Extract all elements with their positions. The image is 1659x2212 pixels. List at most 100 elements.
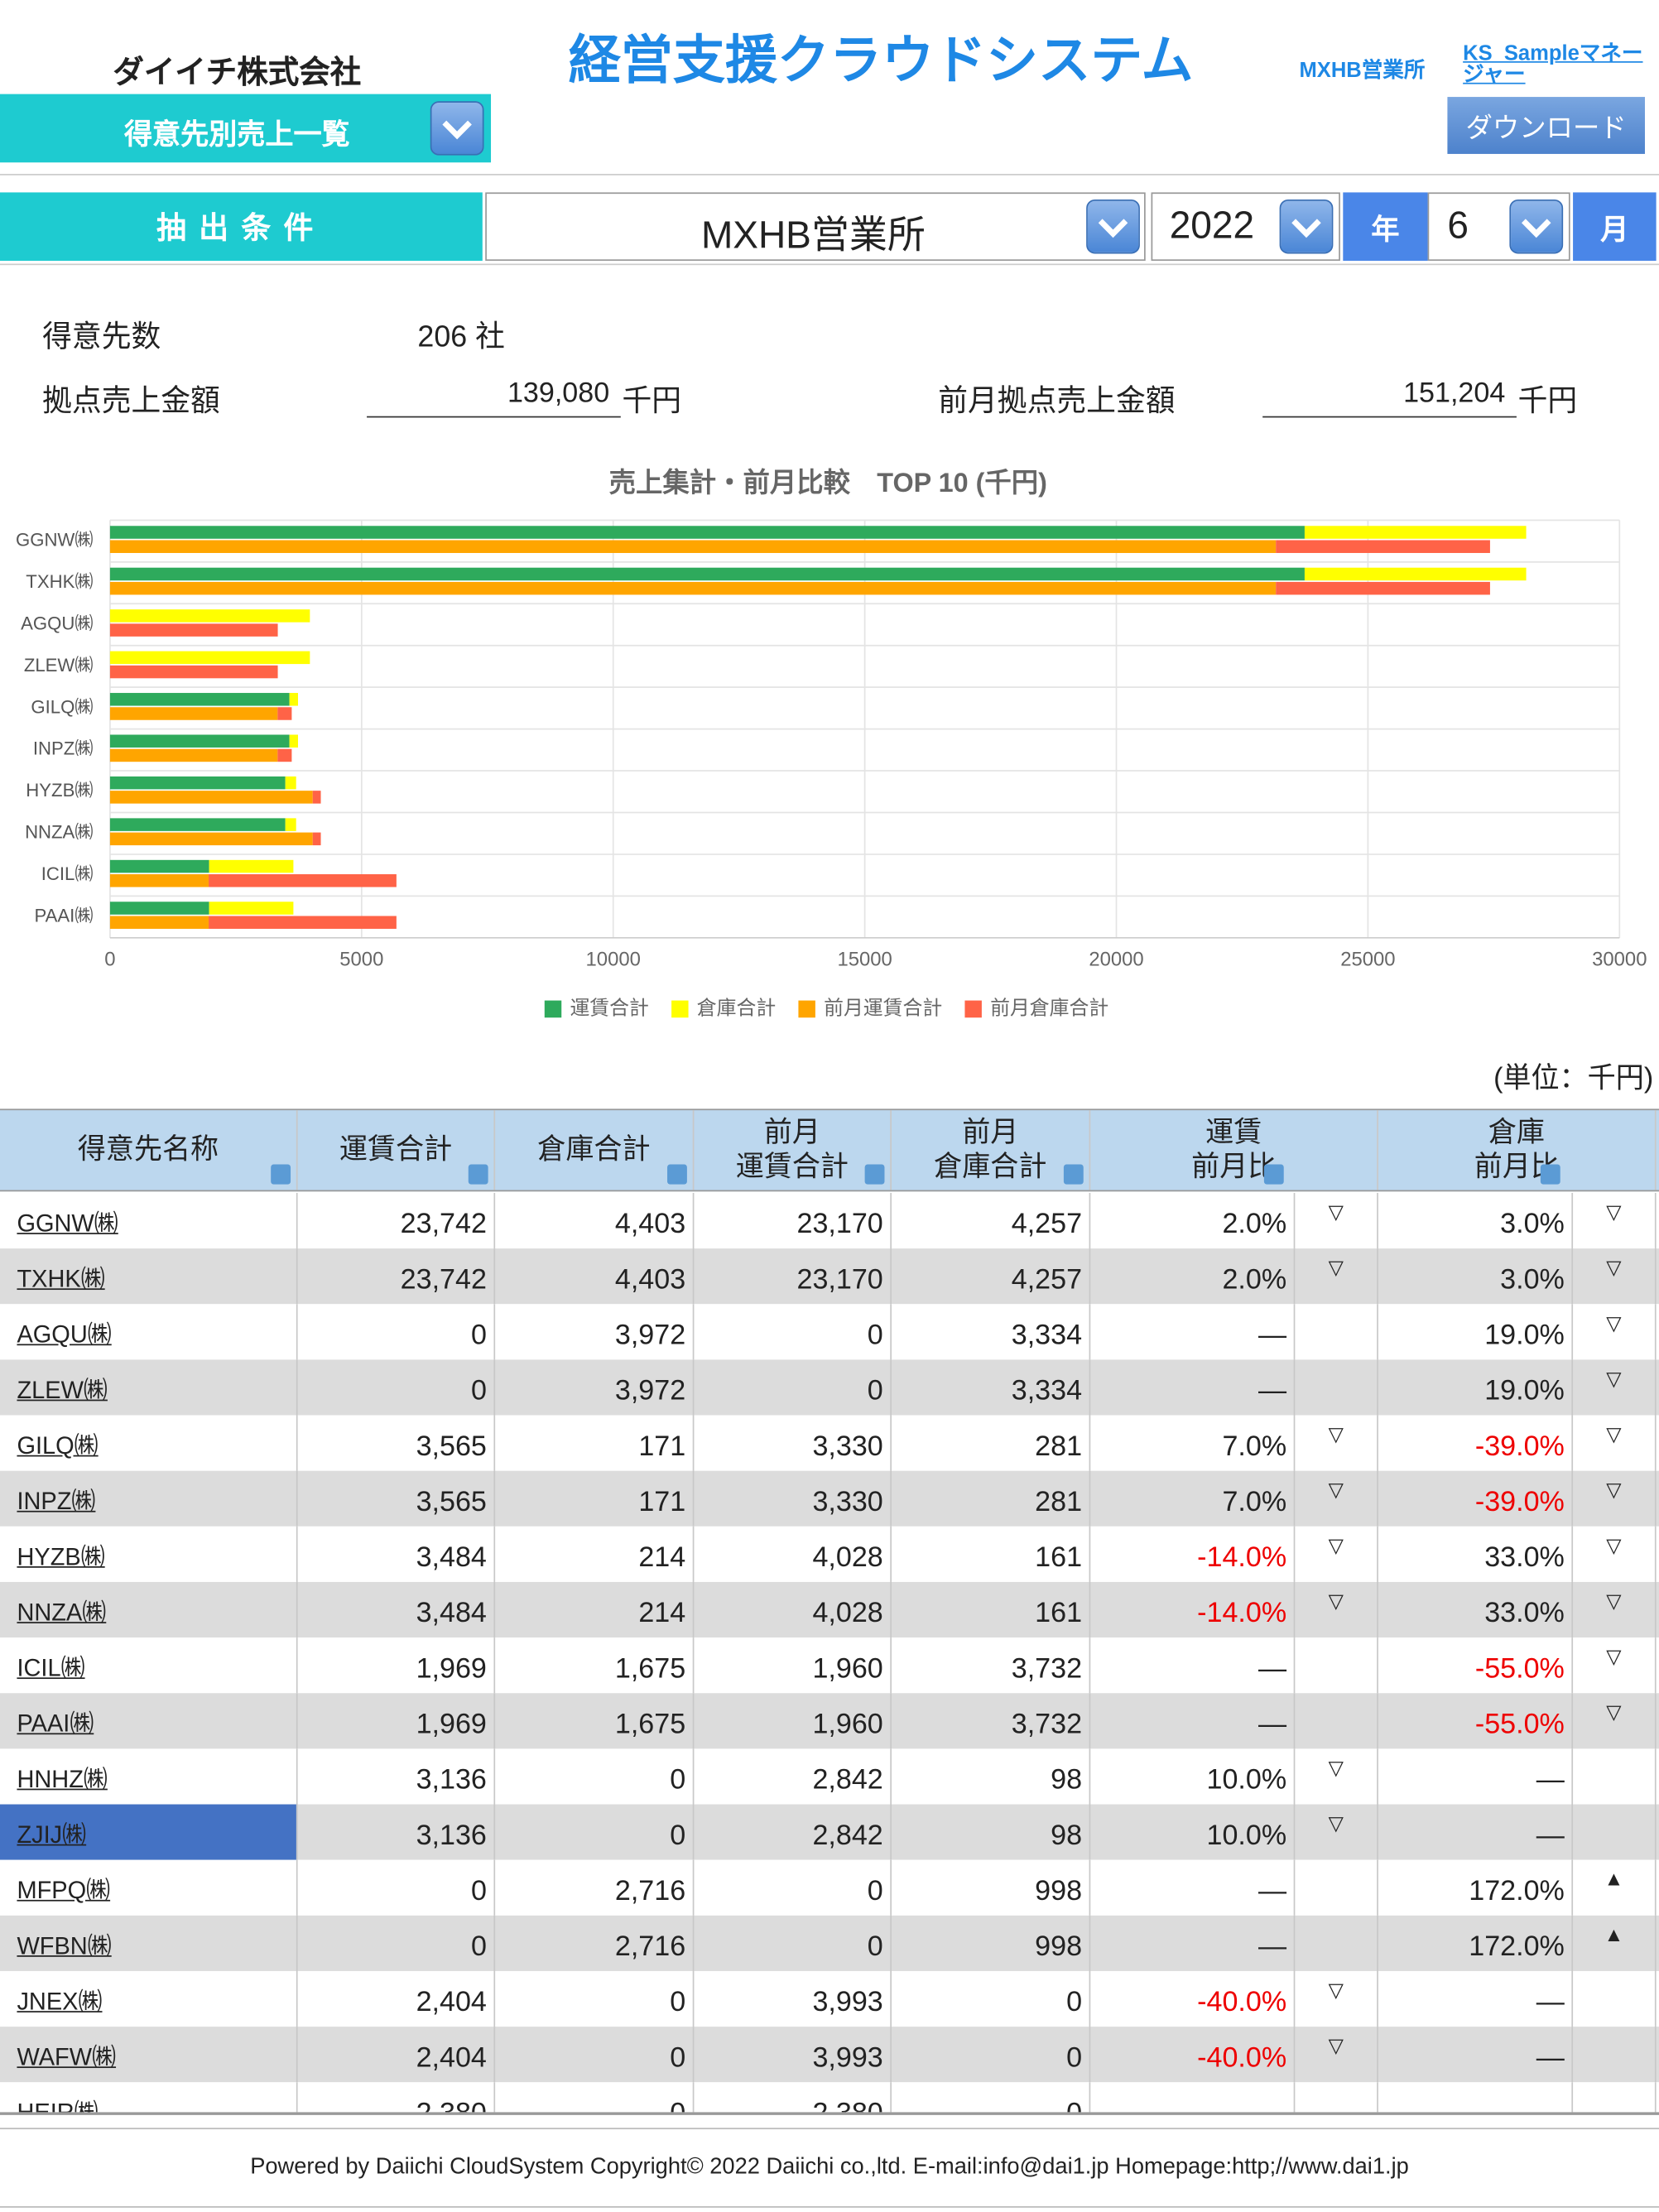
table-cell: ▽ [1573, 1359, 1657, 1416]
chart-title: 売上集計・前月比較 TOP 10 (千円) [609, 468, 1047, 498]
customer-link[interactable]: HNHZ㈱ [0, 1748, 298, 1805]
x-tick-label: 30000 [1592, 949, 1647, 971]
table-cell: 0 [298, 1915, 496, 1971]
sort-icon[interactable] [468, 1164, 488, 1185]
bar [1276, 581, 1490, 595]
download-button[interactable]: ダウンロード [1447, 97, 1645, 154]
table-cell: ▽ [1573, 1192, 1657, 1249]
office-select-value: MXHB営業所 [700, 214, 926, 257]
sort-icon[interactable] [864, 1164, 885, 1185]
table-cell: — [1090, 1637, 1296, 1694]
table-cell: 4,403 [495, 1192, 695, 1249]
table-cell: 0 [298, 1304, 496, 1360]
table-cell: 214 [495, 1581, 695, 1638]
table-cell: 161 [892, 1581, 1091, 1638]
customer-link[interactable]: GGNW㈱ [0, 1192, 298, 1249]
chevron [1291, 219, 1321, 238]
table-cell: 2,380 [694, 2082, 892, 2113]
table-cell: 2,842 [694, 1748, 892, 1805]
table-cell: 3.0% [1378, 1192, 1574, 1249]
table-cell: 3,565 [298, 1470, 496, 1527]
y-tick-label: AGQU㈱ [21, 613, 93, 633]
dropdown[interactable] [1086, 200, 1140, 254]
table-cell: 0 [495, 1748, 695, 1805]
table-cell: 4,028 [694, 1581, 892, 1638]
month-value: 6 [1447, 204, 1469, 247]
month-select[interactable]: 6 [1427, 192, 1570, 262]
y-tick-label: ICIL㈱ [41, 863, 94, 884]
customer-link[interactable]: GILQ㈱ [0, 1415, 298, 1471]
sort-icon[interactable] [1063, 1164, 1084, 1185]
year-select[interactable]: 2022 [1151, 192, 1340, 262]
table-cell: 23,742 [298, 1248, 496, 1305]
customer-link[interactable]: HEIR㈱ [0, 2082, 298, 2113]
y-tick-label: TXHK㈱ [26, 571, 93, 592]
customer-link[interactable]: PAAI㈱ [0, 1693, 298, 1749]
table-cell: 0 [694, 1359, 892, 1416]
company-name: ダイイチ株式会社 [113, 54, 362, 90]
table-cell: — [1090, 1359, 1296, 1416]
bar [1304, 567, 1527, 581]
table-row: ZJIJ㈱ 3,136 0 2,842 98 10.0% ▽ — [0, 1804, 1659, 1860]
table-cell: ▲ [1573, 1915, 1657, 1971]
dropdown[interactable] [1509, 200, 1564, 254]
table-cell: 3,484 [298, 1581, 496, 1638]
customer-link[interactable]: MFPQ㈱ [0, 1859, 298, 1916]
x-tick-label: 10000 [586, 949, 641, 971]
divider [0, 2206, 1659, 2208]
bar [109, 609, 310, 623]
table-cell: 0 [495, 2027, 695, 2083]
customer-link[interactable]: JNEX㈱ [0, 1970, 298, 2027]
table-cell: — [1090, 1304, 1296, 1360]
customer-link[interactable]: TXHK㈱ [0, 1248, 298, 1305]
customer-link[interactable]: ZLEW㈱ [0, 1359, 298, 1416]
bar [109, 734, 290, 748]
customer-link[interactable]: ZJIJ㈱ [0, 1804, 298, 1860]
customer-link[interactable]: ICIL㈱ [0, 1637, 298, 1694]
sales-label: 拠点売上金額 [42, 384, 220, 418]
customer-link[interactable]: NNZA㈱ [0, 1581, 298, 1638]
table-cell: 33.0% [1378, 1581, 1574, 1638]
bar [209, 859, 294, 873]
bar [312, 832, 321, 846]
app-title: 経営支援クラウドシステム [568, 31, 1194, 90]
customer-link[interactable]: WAFW㈱ [0, 2027, 298, 2083]
sort-icon[interactable] [271, 1164, 291, 1185]
table-row: AGQU㈱ 0 3,972 0 3,334—19.0% ▽ [0, 1304, 1659, 1360]
bar [109, 791, 313, 804]
table-cell: ▽ [1295, 1526, 1378, 1582]
sort-icon[interactable] [1540, 1164, 1560, 1185]
table-cell [1295, 1915, 1378, 1971]
table-cell [1295, 1304, 1378, 1360]
menu-dropdown[interactable] [430, 101, 484, 156]
customer-link[interactable]: HYZB㈱ [0, 1526, 298, 1582]
bar [209, 874, 397, 887]
table-cell: — [1090, 1859, 1296, 1916]
y-tick-label: INPZ㈱ [33, 738, 94, 759]
table-cell: 98 [892, 1804, 1091, 1860]
bar [312, 791, 321, 804]
bar [1304, 526, 1527, 539]
legend-swatch [964, 1000, 982, 1018]
table-cell: 0 [892, 2027, 1091, 2083]
table-row: ICIL㈱ 1,969 1,675 1,960 3,732— -55.0% ▽ [0, 1637, 1659, 1694]
table-cell: ▽ [1295, 1415, 1378, 1471]
customer-link[interactable]: WFBN㈱ [0, 1915, 298, 1971]
table-row: JNEX㈱ 2,404 0 3,993 0 -40.0% ▽ — [0, 1970, 1659, 2027]
table-cell: 3,136 [298, 1748, 496, 1805]
legend-swatch [798, 1000, 815, 1018]
customer-link[interactable]: INPZ㈱ [0, 1470, 298, 1527]
table-cell: -14.0% [1090, 1526, 1296, 1582]
sort-icon[interactable] [1263, 1164, 1284, 1185]
table-cell: 4,257 [892, 1248, 1091, 1305]
user-link[interactable]: KS_Sampleマネージャー [1463, 41, 1643, 88]
table-cell: 998 [892, 1915, 1091, 1971]
customer-link[interactable]: AGQU㈱ [0, 1304, 298, 1360]
sort-icon[interactable] [667, 1164, 687, 1185]
office-select[interactable]: MXHB営業所 [485, 192, 1146, 262]
column-header: 前月 運賃合計 [694, 1110, 892, 1190]
column-header: 運賃 前月比 [1090, 1110, 1378, 1190]
legend-label: 運賃合計 [570, 997, 648, 1019]
dropdown[interactable] [1279, 200, 1334, 254]
